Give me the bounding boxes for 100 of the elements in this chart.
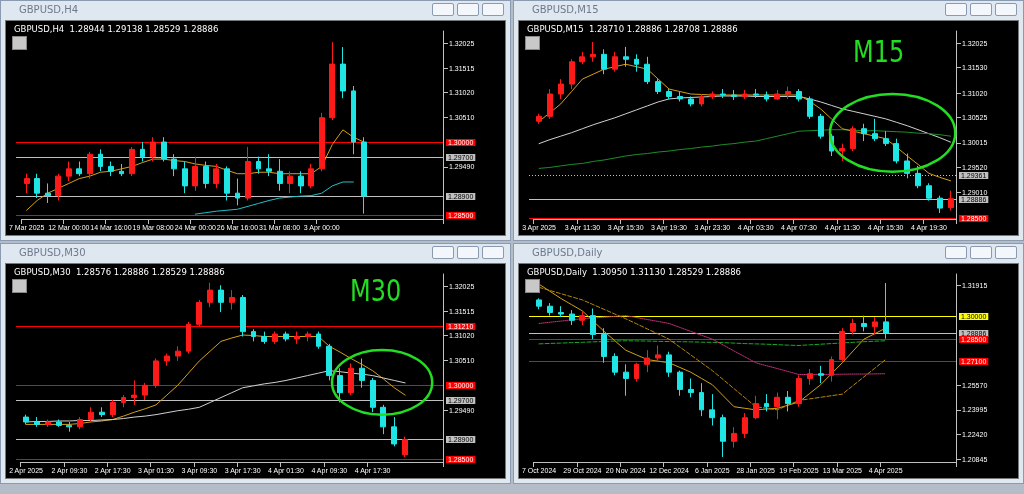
- candlestick: [319, 112, 325, 172]
- line-series: [538, 129, 952, 169]
- candlestick: [76, 161, 82, 177]
- candlestick: [55, 173, 61, 201]
- candlestick: [272, 331, 278, 345]
- candlestick: [590, 41, 596, 63]
- line-series: [26, 129, 365, 211]
- candlestick: [402, 436, 408, 458]
- candlestick: [558, 305, 564, 318]
- candlestick: [153, 357, 159, 389]
- candlestick: [196, 299, 202, 328]
- line-series: [194, 181, 354, 215]
- candlestick: [218, 284, 224, 313]
- candlestick: [213, 163, 219, 189]
- candlestick: [742, 412, 748, 439]
- candlestick: [915, 165, 921, 189]
- candlestick: [266, 153, 272, 177]
- chart-title: GBPUSD,H4: [18, 3, 80, 17]
- candlestick: [351, 85, 356, 155]
- candlestick: [308, 163, 314, 189]
- candlestick: [807, 95, 813, 120]
- candlestick: [774, 89, 780, 101]
- candlestick: [872, 316, 878, 335]
- candlestick: [937, 195, 943, 214]
- candlestick: [547, 88, 553, 120]
- chart-subtitle: GBPUSD,M15 1.28710 1.28886 1.28708 1.28886: [527, 24, 738, 34]
- annotation: M15: [853, 33, 905, 69]
- candlestick: [164, 353, 170, 367]
- candlestick: [709, 393, 715, 427]
- candlestick: [558, 78, 564, 100]
- candlestick: [305, 331, 311, 342]
- candlestick: [742, 89, 748, 100]
- candlestick: [796, 374, 802, 408]
- candlestick: [753, 88, 759, 99]
- candlestick: [329, 41, 335, 121]
- candlestick: [709, 91, 715, 100]
- candlestick: [66, 421, 72, 433]
- chart-subtitle: GBPUSD,Daily 1.30950 1.31130 1.28529 1.28886: [527, 267, 742, 277]
- candlestick: [590, 308, 596, 340]
- candlestick: [764, 393, 769, 412]
- candlestick: [121, 394, 126, 408]
- candlestick: [186, 321, 191, 355]
- candlestick: [569, 58, 575, 90]
- candlestick: [77, 416, 83, 430]
- candlestick: [569, 309, 575, 326]
- candlestick: [171, 153, 177, 177]
- candlestick: [644, 56, 650, 85]
- candlestick: [818, 113, 824, 140]
- candlestick: [677, 370, 683, 397]
- candlestick: [861, 123, 867, 142]
- candlestick: [361, 136, 367, 215]
- candlestick: [175, 345, 181, 362]
- candlestick: [340, 46, 346, 99]
- candlestick: [119, 163, 124, 177]
- candlestick: [666, 351, 672, 378]
- candlestick: [261, 331, 267, 345]
- candlestick: [256, 156, 261, 175]
- candlestick: [926, 182, 932, 202]
- candlestick: [245, 146, 251, 201]
- candlestick: [45, 419, 51, 428]
- candlestick: [785, 86, 791, 100]
- candlestick: [883, 282, 889, 340]
- candlestick: [872, 118, 878, 142]
- candlestick: [536, 113, 542, 125]
- candlestick: [294, 331, 300, 345]
- candlestick: [720, 88, 726, 99]
- candlestick: [579, 51, 585, 65]
- candlestick: [240, 294, 246, 337]
- candlestick: [623, 46, 629, 68]
- candlestick: [88, 406, 94, 423]
- candlestick: [536, 297, 542, 310]
- candlestick: [34, 173, 40, 199]
- candlestick: [829, 355, 834, 383]
- candlestick: [131, 379, 137, 406]
- candlestick: [774, 392, 780, 420]
- candlestick: [785, 390, 791, 412]
- candlestick: [66, 161, 72, 182]
- candlestick: [142, 382, 148, 401]
- line-series: [25, 334, 406, 425]
- candlestick: [129, 146, 135, 177]
- candlestick: [612, 51, 618, 73]
- candlestick: [24, 173, 30, 194]
- candlestick: [235, 178, 240, 206]
- candlestick: [99, 406, 105, 418]
- candlestick: [182, 161, 188, 194]
- candlestick: [720, 414, 726, 458]
- candlestick: [731, 89, 737, 101]
- candlestick: [655, 78, 661, 95]
- candlestick: [893, 138, 899, 164]
- candlestick: [850, 318, 856, 335]
- candlestick: [839, 327, 845, 362]
- candlestick: [850, 125, 856, 152]
- candlestick: [298, 170, 304, 194]
- chart-title: GBPUSD,Daily: [531, 246, 604, 260]
- candlestick: [655, 344, 661, 362]
- candlestick: [677, 91, 683, 102]
- candlestick: [634, 53, 639, 73]
- candlestick: [699, 93, 704, 107]
- candlestick: [601, 327, 607, 364]
- line-series: [538, 95, 952, 145]
